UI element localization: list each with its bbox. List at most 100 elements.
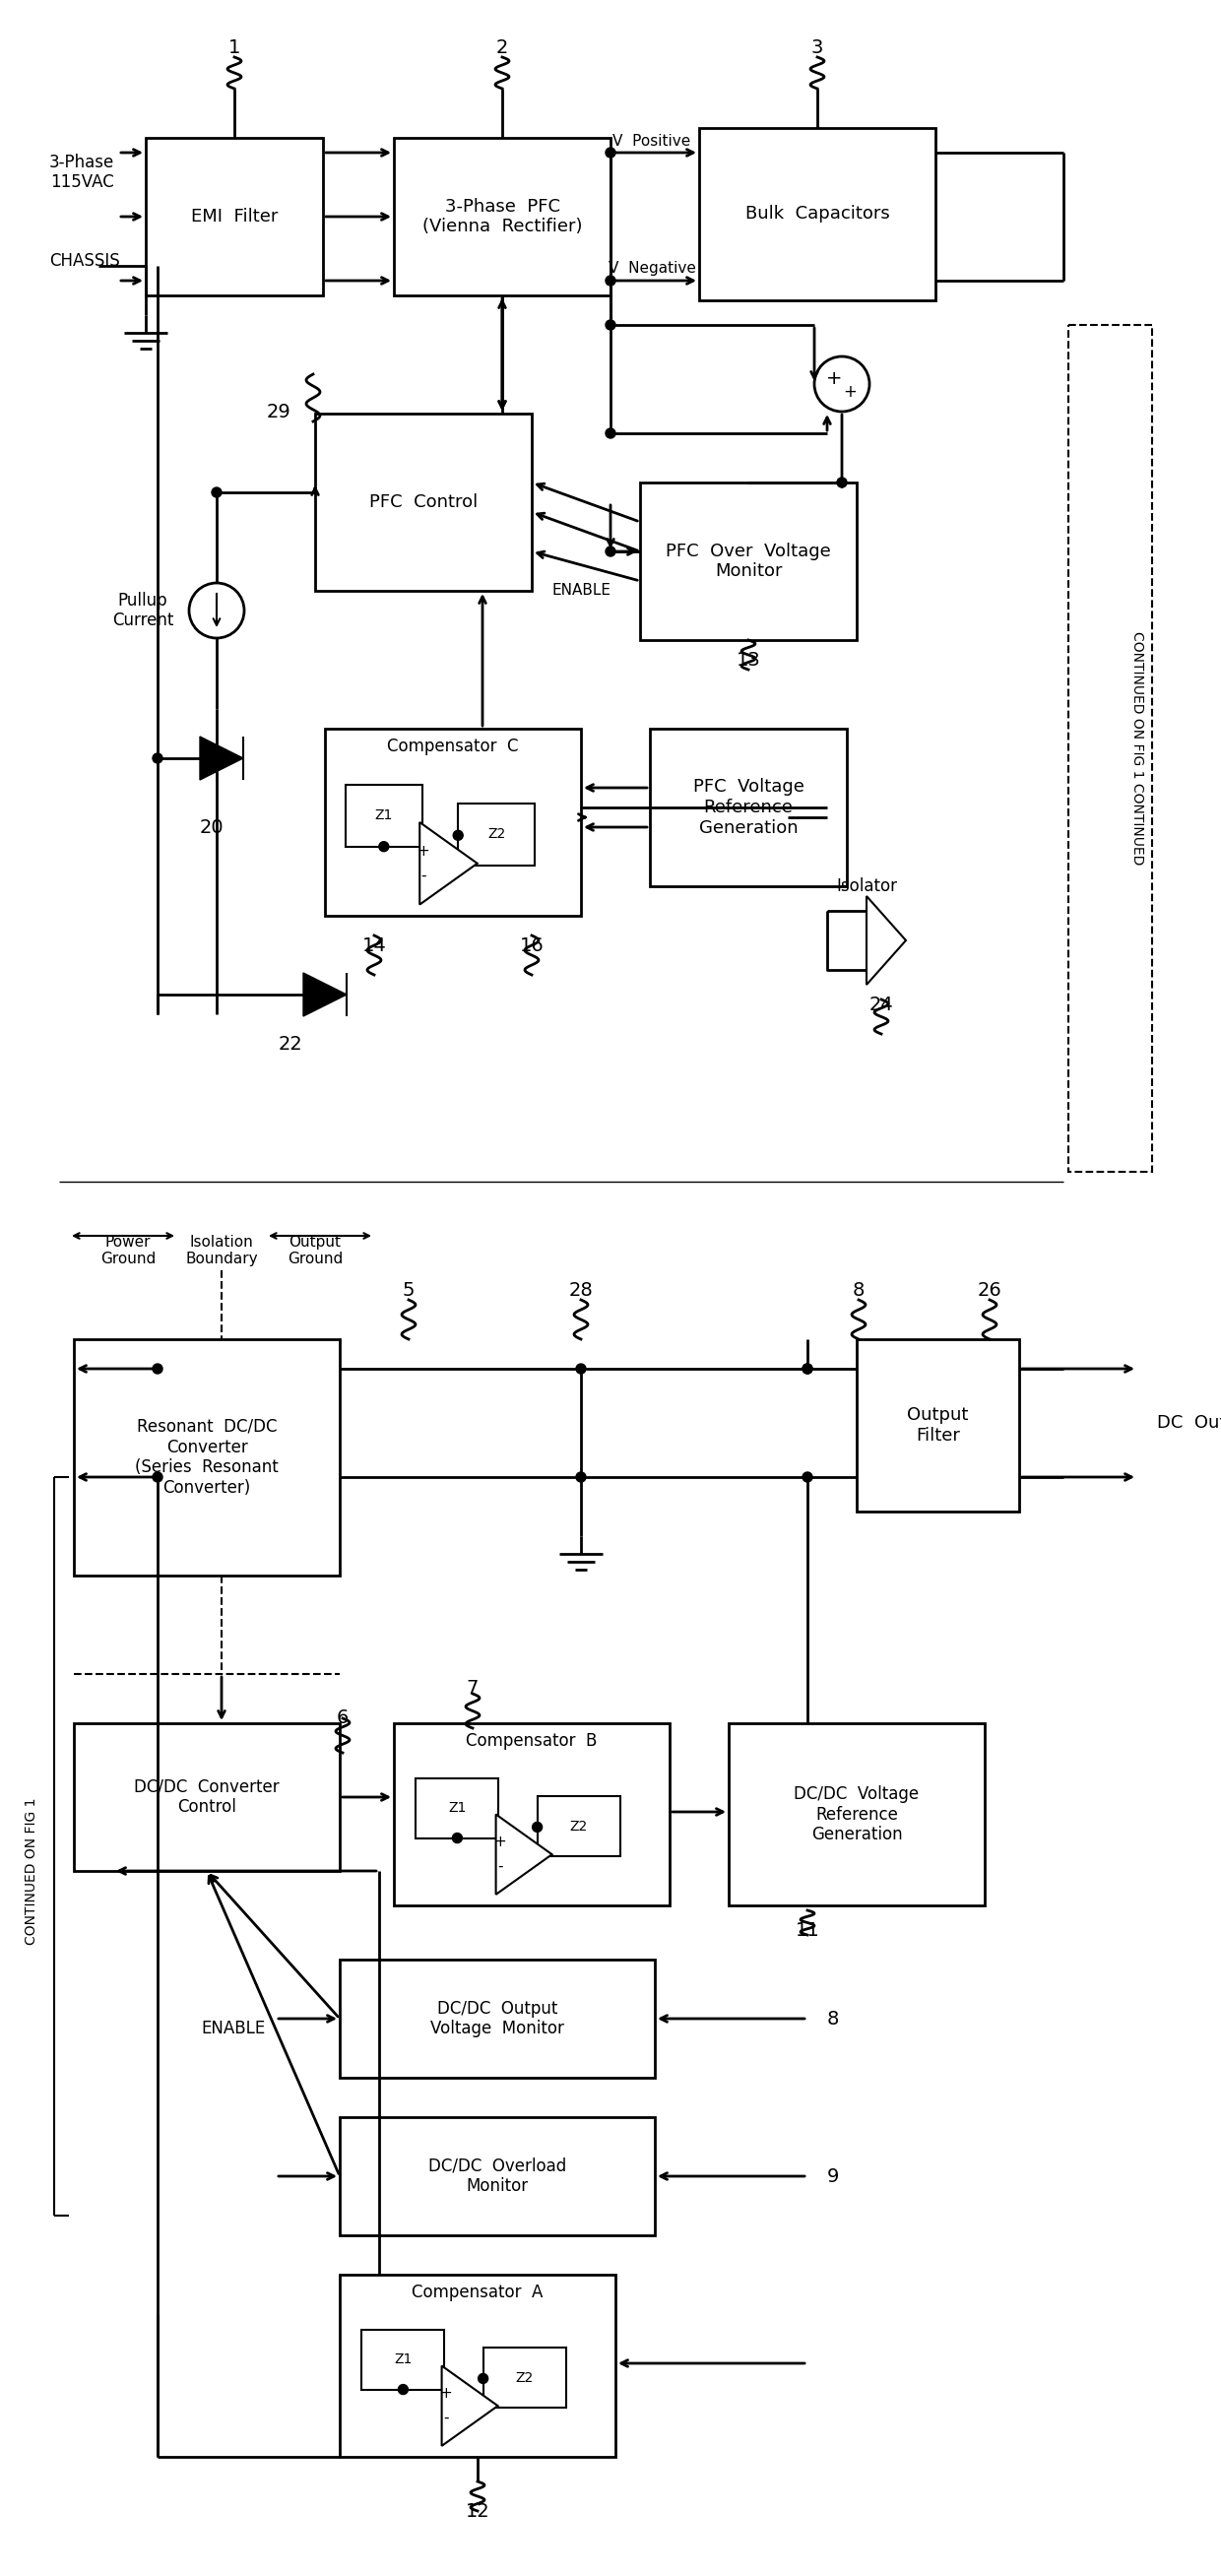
Circle shape: [802, 1363, 812, 1373]
Bar: [537, 1795, 620, 1857]
Text: 2: 2: [496, 39, 508, 57]
Text: 28: 28: [569, 1280, 593, 1298]
Bar: [73, 1723, 339, 1870]
Text: Output
Filter: Output Filter: [907, 1406, 968, 1445]
Circle shape: [153, 1471, 162, 1481]
Text: PFC  Over  Voltage
Monitor: PFC Over Voltage Monitor: [665, 541, 832, 580]
Polygon shape: [303, 974, 347, 1015]
Text: Z2: Z2: [570, 1819, 587, 1834]
Polygon shape: [420, 822, 477, 904]
Bar: [394, 1723, 669, 1906]
Text: -: -: [421, 868, 426, 884]
Text: +: +: [825, 368, 842, 386]
Text: DC/DC  Output
Voltage  Monitor: DC/DC Output Voltage Monitor: [430, 1999, 564, 2038]
Text: 7: 7: [466, 1680, 479, 1698]
Text: +: +: [493, 1834, 505, 1850]
Text: 8: 8: [852, 1280, 864, 1298]
Circle shape: [532, 1821, 542, 1832]
Text: Z1: Z1: [448, 1801, 466, 1816]
Circle shape: [606, 276, 615, 286]
Circle shape: [606, 147, 615, 157]
Text: CHASSIS: CHASSIS: [49, 252, 120, 270]
Bar: [361, 2329, 444, 2391]
Text: Pullup
Current: Pullup Current: [112, 592, 173, 629]
Bar: [650, 729, 847, 886]
Text: 24: 24: [869, 994, 894, 1015]
Text: Z2: Z2: [487, 827, 505, 842]
Text: Compensator  B: Compensator B: [466, 1731, 597, 1749]
Bar: [339, 2117, 654, 2236]
Text: 26: 26: [978, 1280, 1001, 1298]
Text: Z2: Z2: [515, 2370, 534, 2385]
Text: PFC  Voltage
Reference
Generation: PFC Voltage Reference Generation: [692, 778, 803, 837]
Circle shape: [576, 1363, 586, 1373]
Bar: [700, 129, 935, 301]
Bar: [729, 1723, 984, 1906]
Circle shape: [452, 1834, 463, 1842]
Bar: [73, 1340, 339, 1577]
Text: Resonant  DC/DC
Converter
(Series  Resonant
Converter): Resonant DC/DC Converter (Series Resonan…: [136, 1417, 278, 1497]
Text: 13: 13: [736, 649, 761, 670]
Text: 12: 12: [465, 2501, 490, 2519]
Text: 9: 9: [827, 2166, 839, 2184]
Bar: [394, 139, 610, 296]
Bar: [484, 2347, 565, 2409]
Polygon shape: [867, 896, 906, 984]
Text: DC/DC  Overload
Monitor: DC/DC Overload Monitor: [429, 2156, 567, 2195]
Text: -: -: [497, 1860, 503, 1873]
Text: 3-Phase  PFC
(Vienna  Rectifier): 3-Phase PFC (Vienna Rectifier): [422, 198, 582, 237]
Text: ENABLE: ENABLE: [552, 582, 610, 598]
Text: 5: 5: [403, 1280, 415, 1298]
Text: Z1: Z1: [394, 2352, 413, 2367]
Text: Z1: Z1: [375, 809, 393, 822]
Text: Isolator: Isolator: [836, 878, 897, 894]
Text: +: +: [418, 845, 430, 858]
Bar: [325, 729, 581, 917]
Bar: [640, 482, 857, 639]
Circle shape: [153, 752, 162, 762]
Bar: [416, 1777, 498, 1839]
Circle shape: [189, 582, 244, 639]
Text: Compensator  C: Compensator C: [387, 737, 519, 755]
Text: DC  Output: DC Output: [1158, 1414, 1221, 1432]
Circle shape: [802, 1471, 812, 1481]
Circle shape: [453, 829, 463, 840]
Text: DC/DC  Converter
Control: DC/DC Converter Control: [134, 1777, 280, 1816]
Text: DC/DC  Voltage
Reference
Generation: DC/DC Voltage Reference Generation: [794, 1785, 919, 1844]
Text: Compensator  A: Compensator A: [411, 2282, 543, 2300]
Text: Bulk  Capacitors: Bulk Capacitors: [745, 206, 890, 224]
Circle shape: [802, 1363, 812, 1373]
Text: 22: 22: [278, 1036, 303, 1054]
Circle shape: [606, 428, 615, 438]
Text: 14: 14: [361, 935, 386, 956]
Bar: [145, 139, 324, 296]
Circle shape: [211, 487, 221, 497]
Text: 6: 6: [337, 1708, 349, 1728]
Circle shape: [606, 546, 615, 556]
Text: Power
Ground: Power Ground: [100, 1234, 156, 1267]
Bar: [339, 1960, 654, 2079]
Text: +: +: [842, 384, 857, 402]
Text: 20: 20: [199, 817, 223, 837]
Circle shape: [814, 355, 869, 412]
Text: 11: 11: [795, 1922, 819, 1940]
Text: V  Negative: V Negative: [608, 260, 696, 276]
Text: Isolation
Boundary: Isolation Boundary: [186, 1234, 258, 1267]
Text: V  Positive: V Positive: [613, 134, 691, 149]
Text: Output
Ground: Output Ground: [287, 1234, 343, 1267]
Text: CONTINUED ON FIG 1 CONTINUED: CONTINUED ON FIG 1 CONTINUED: [1131, 631, 1144, 866]
Text: 8: 8: [827, 2009, 839, 2027]
Bar: [346, 786, 422, 848]
Bar: [315, 415, 531, 590]
Circle shape: [398, 2385, 408, 2393]
Text: 16: 16: [520, 935, 543, 956]
Bar: [857, 1340, 1020, 1512]
Polygon shape: [442, 2365, 498, 2447]
Bar: [458, 804, 535, 866]
Bar: [1068, 325, 1153, 1172]
Text: EMI  Filter: EMI Filter: [190, 209, 278, 227]
Circle shape: [379, 842, 388, 853]
Text: -: -: [443, 2411, 448, 2424]
Circle shape: [211, 752, 221, 762]
Circle shape: [479, 2372, 488, 2383]
